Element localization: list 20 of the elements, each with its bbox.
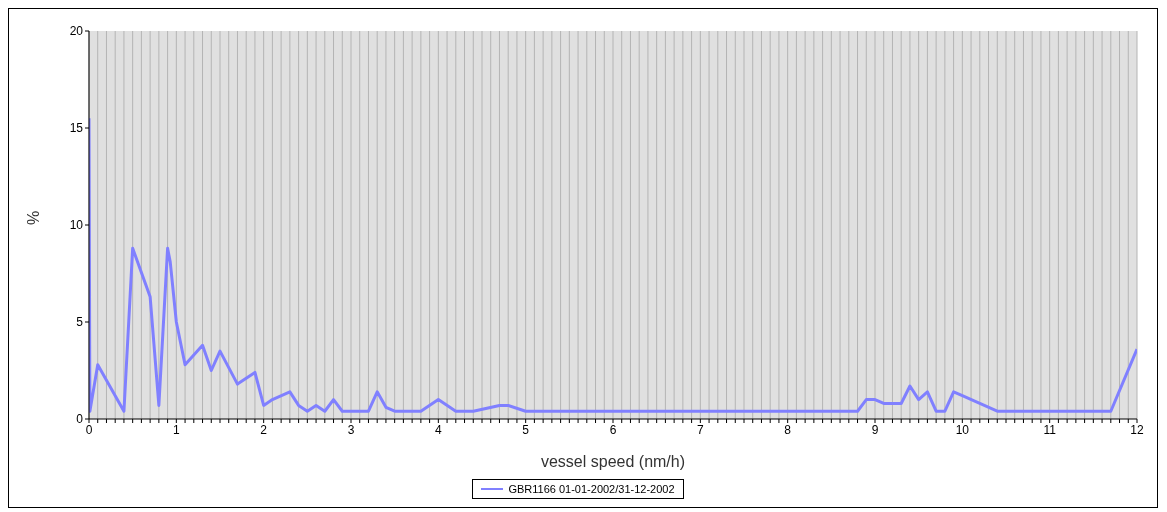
x-tick-label: 10 (955, 422, 970, 437)
x-tick-label: 2 (260, 422, 268, 437)
x-tick-label: 7 (696, 422, 704, 437)
x-tick-label: 1 (172, 422, 180, 437)
y-tick-label: 15 (69, 121, 84, 136)
x-tick-label: 8 (784, 422, 792, 437)
x-tick-label: 6 (609, 422, 617, 437)
x-tick-label: 9 (871, 422, 879, 437)
legend-label: GBR1166 01-01-2002/31-12-2002 (507, 483, 675, 495)
x-tick-label: 11 (1043, 422, 1057, 437)
x-tick-label: 4 (434, 422, 442, 437)
y-tick-label: 0 (76, 412, 84, 427)
x-tick-label: 12 (1130, 422, 1144, 437)
y-tick-label: 5 (76, 315, 84, 330)
y-axis-title: % (24, 210, 42, 225)
x-axis-title: vessel speed (nm/h) (540, 453, 686, 470)
y-tick-label: 10 (69, 218, 84, 233)
x-tick-label: 5 (522, 422, 530, 437)
x-tick-label: 3 (347, 422, 355, 437)
y-tick-label: 20 (69, 24, 84, 39)
